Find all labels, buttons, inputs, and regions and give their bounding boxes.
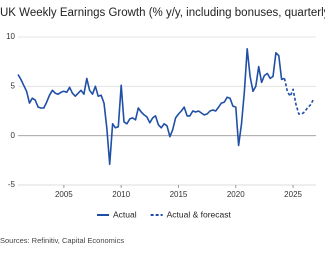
x-tick-label: 2020 <box>227 190 245 199</box>
y-tick-label: 5 <box>11 81 16 90</box>
x-tick-label: 2005 <box>55 190 73 199</box>
data-line <box>17 48 285 166</box>
source-note: Sources: Refinitiv, Capital Economics <box>0 236 124 245</box>
y-tick-label: 0 <box>11 131 16 140</box>
data-line <box>283 78 314 115</box>
y-tick-label: 10 <box>6 32 15 41</box>
y-tick-label: -5 <box>8 180 16 189</box>
legend-label: Actual <box>113 209 137 219</box>
chart-title: UK Weekly Earnings Growth (% y/y, includ… <box>0 7 325 19</box>
legend-label: Actual & forecast <box>167 209 232 219</box>
x-tick-label: 2010 <box>112 190 130 199</box>
x-tick-label: 2025 <box>284 190 302 199</box>
x-tick-label: 2015 <box>170 190 188 199</box>
